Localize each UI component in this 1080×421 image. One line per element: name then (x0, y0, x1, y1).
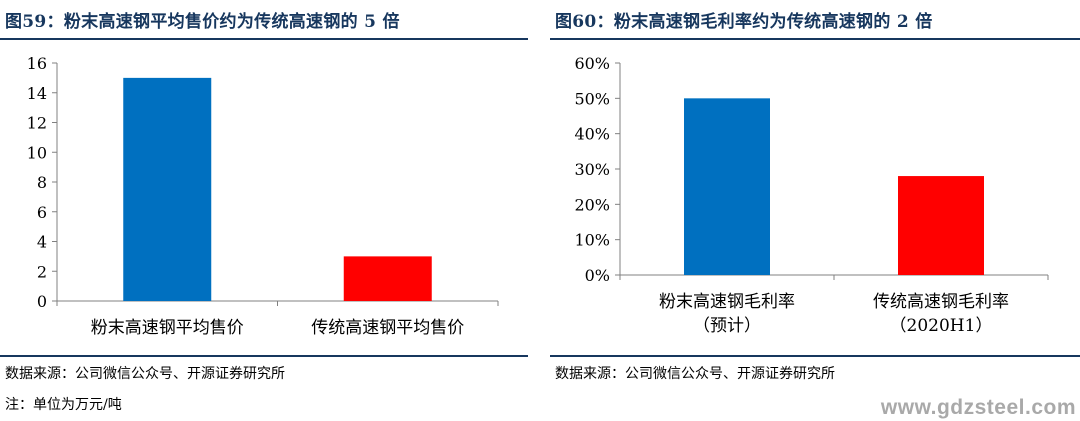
fig59-y-tick-label: 2 (37, 262, 47, 281)
fig60-category-label: （预计） (693, 316, 761, 336)
fig60-y-tick-label: 30% (574, 160, 610, 179)
fig60-y-tick-label: 40% (574, 125, 610, 144)
figure-59-bar-chart: 0 2 4 6 8 10 12 14 16 粉末高速钢平均售价 传统高速钢平均售价 (27, 54, 499, 338)
fig59-bar-2 (343, 256, 432, 301)
fig59-y-tick-label: 16 (27, 54, 47, 73)
figure-59-panel: 图59：粉末高速钢平均售价约为传统高速钢的 5 倍 0 2 4 6 8 10 12 14 16 粉… (0, 0, 528, 421)
figure-60-source: 数据来源：公司微信公众号、开源证券研究所 (555, 366, 835, 382)
figure-59-title: 图59：粉末高速钢平均售价约为传统高速钢的 5 倍 (5, 12, 400, 32)
fig59-y-tick-label: 6 (37, 203, 47, 222)
fig59-y-tick-label: 8 (37, 173, 47, 192)
figure-59-source: 数据来源：公司微信公众号、开源证券研究所 (5, 366, 285, 382)
figure-60-source-rule (550, 355, 1080, 357)
fig60-category-label: 传统高速钢毛利率 (873, 292, 1009, 312)
fig60-bar-2 (898, 176, 984, 275)
fig60-y-tick-label: 60% (574, 54, 610, 73)
figure-59-note: 注：单位为万元/吨 (5, 397, 122, 413)
fig59-category-label: 粉末高速钢平均售价 (91, 318, 244, 338)
figure-60-bar-chart: 0% 10% 20% 30% 40% 50% 60% 粉末高速钢毛利率 （预计） 传统高速钢毛利率… (574, 54, 1049, 336)
fig59-y-tick-label: 14 (27, 84, 47, 103)
figure-59-source-rule (0, 355, 528, 357)
figure-60-title-rule (550, 38, 1080, 40)
fig60-bar-1 (684, 98, 770, 275)
fig60-y-tick-label: 10% (574, 231, 610, 250)
figure-60-panel: 图60：粉末高速钢毛利率约为传统高速钢的 2 倍 0% 10% 20% 30% 40% 5… (550, 0, 1080, 421)
figure-59-title-rule (0, 38, 528, 40)
fig59-y-tick-label: 0 (37, 292, 47, 311)
site-watermark: www.gdzsteel.com (880, 396, 1076, 419)
fig60-y-tick-label: 50% (574, 89, 610, 108)
fig59-y-tick-label: 4 (37, 233, 47, 252)
figure-60-title: 图60：粉末高速钢毛利率约为传统高速钢的 2 倍 (555, 12, 933, 32)
fig60-y-tick-label: 20% (574, 195, 610, 214)
fig59-y-tick-label: 10 (27, 143, 47, 162)
fig59-bar-1 (123, 77, 212, 301)
fig59-y-tick-label: 12 (27, 114, 47, 133)
fig60-category-label: （2020H1） (890, 316, 993, 336)
fig60-y-tick-label: 0% (585, 266, 610, 285)
fig59-category-label: 传统高速钢平均售价 (311, 318, 464, 338)
fig60-category-label: 粉末高速钢毛利率 (659, 292, 795, 312)
